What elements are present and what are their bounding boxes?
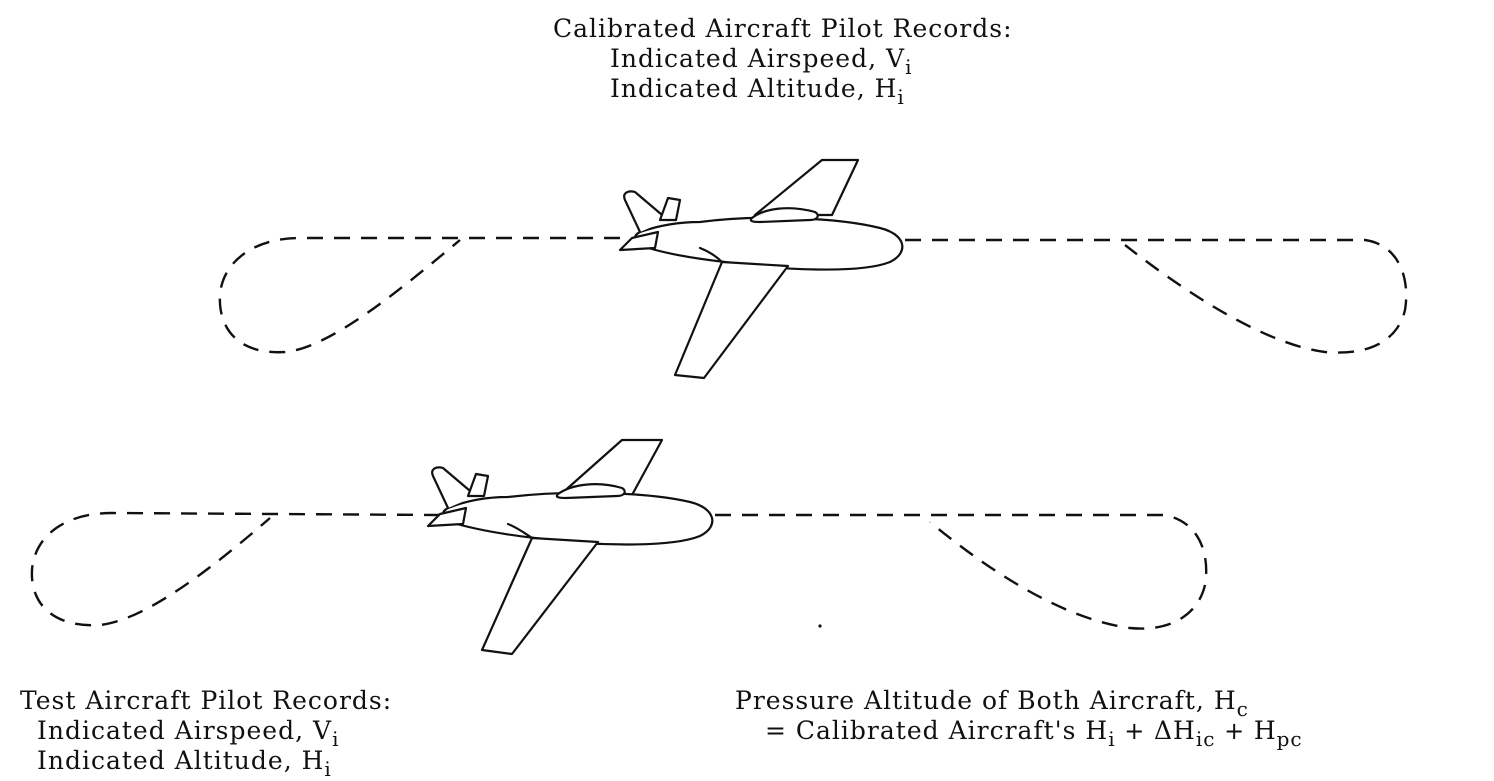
calibrated-aircraft-airplane-icon [618, 158, 904, 380]
calibrated-aircraft-label: Calibrated Aircraft Pilot Records: Indic… [553, 14, 1013, 107]
pressure-altitude-subscript: c [1236, 697, 1249, 721]
airspeed-text: Indicated Airspeed, V [37, 716, 333, 745]
airspeed-text: Indicated Airspeed, V [610, 44, 906, 73]
pressure-altitude-equation: = Calibrated Aircraft's Hi + ΔHic + Hpc [735, 716, 1303, 749]
equation-plus: + [1215, 717, 1254, 745]
pressure-altitude-title-line: Pressure Altitude of Both Aircraft, Hc [735, 686, 1303, 719]
altitude-subscript: i [324, 757, 332, 781]
calibrated-altitude-line: Indicated Altitude, Hi [553, 74, 1013, 107]
equation-hpc: H [1253, 716, 1277, 745]
test-aircraft-flight-path [30, 511, 1208, 630]
stray-dot [818, 624, 822, 628]
test-airspeed-line: Indicated Airspeed, Vi [20, 716, 392, 749]
calibrated-airspeed-line: Indicated Airspeed, Vi [553, 44, 1013, 77]
equation-delta-subscript: ic [1195, 727, 1216, 751]
equation-h-subscript: i [1108, 727, 1116, 751]
test-aircraft-label: Test Aircraft Pilot Records: Indicated A… [20, 686, 393, 779]
test-aircraft-title: Test Aircraft Pilot Records: [20, 686, 393, 715]
test-aircraft-airplane-icon [426, 438, 714, 656]
altitude-text: Indicated Altitude, H [610, 74, 898, 103]
airspeed-subscript: i [905, 55, 913, 79]
equation-h: H [1085, 716, 1109, 745]
equation-hpc-subscript: pc [1276, 727, 1303, 751]
pressure-altitude-label: Pressure Altitude of Both Aircraft, Hc =… [735, 686, 1303, 749]
calibrated-aircraft-flight-path [218, 236, 1408, 354]
test-altitude-line: Indicated Altitude, Hi [20, 746, 392, 779]
pressure-altitude-text: Pressure Altitude of Both Aircraft, H [735, 686, 1237, 715]
equation-plus: + [1115, 717, 1154, 745]
altitude-subscript: i [897, 85, 905, 109]
calibrated-aircraft-title: Calibrated Aircraft Pilot Records: [553, 14, 1013, 43]
altitude-text: Indicated Altitude, H [37, 746, 325, 775]
equation-delta-h: ΔH [1153, 716, 1196, 745]
equation-prefix: = Calibrated Aircraft's [765, 716, 1086, 745]
airspeed-subscript: i [332, 727, 340, 751]
